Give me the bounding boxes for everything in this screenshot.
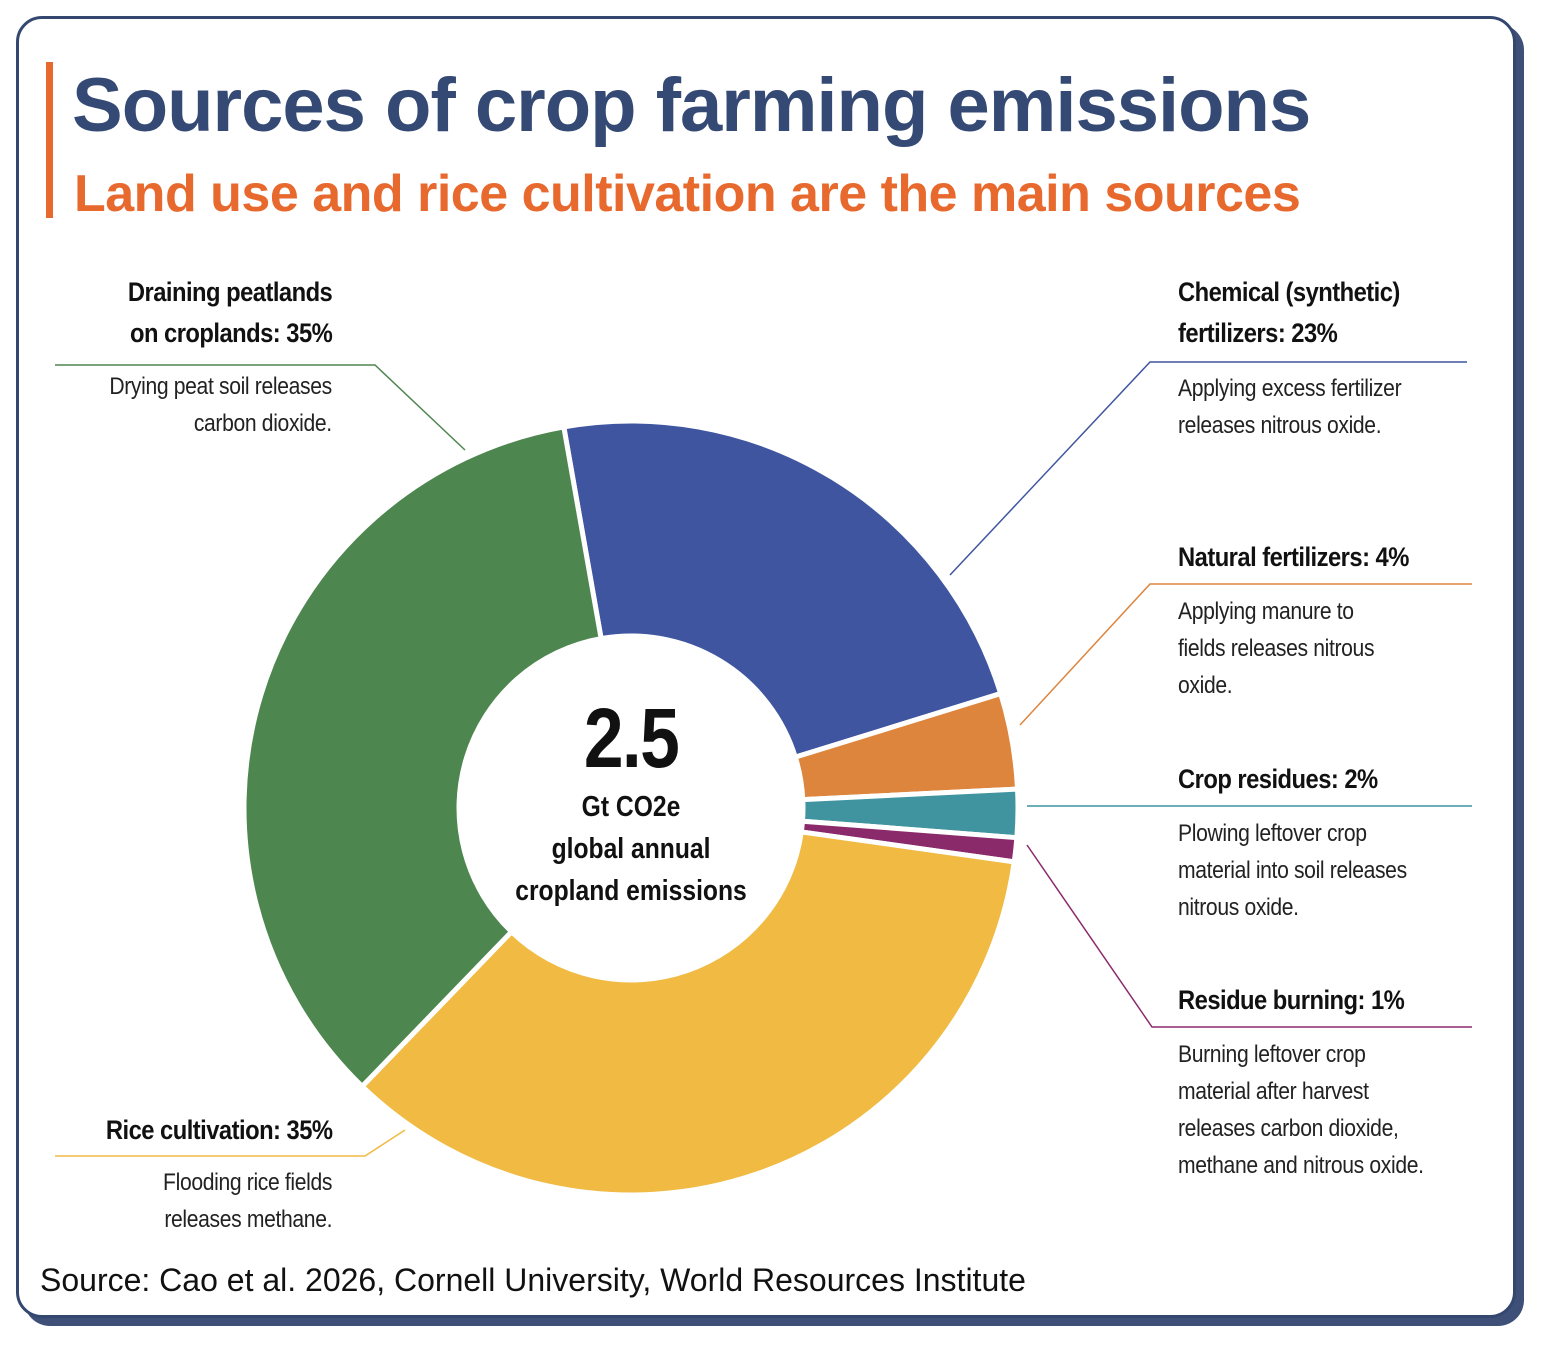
label-rice-line1: Rice cultivation: 35% <box>105 1115 332 1145</box>
total-value: 2.5 <box>583 691 680 785</box>
desc-line: fields releases nitrous <box>1178 635 1375 662</box>
label-chemical: Chemical (synthetic) fertilizers: 23% <box>1178 272 1400 354</box>
chart-title: Sources of crop farming emissions <box>72 63 1311 148</box>
desc-line: Drying peat soil releases <box>109 373 333 400</box>
leader-lines <box>55 361 1472 1157</box>
leader-line-peatlands <box>55 364 466 451</box>
label-peatlands-line1: Draining peatlands <box>127 277 333 307</box>
label-peatlands: Draining peatlands on croplands: 35% <box>127 272 333 354</box>
label-residues-line1: Crop residues: 2% <box>1178 764 1378 794</box>
leader-line-natural <box>1019 583 1472 726</box>
desc-burning: Burning leftover crop material after har… <box>1178 1036 1424 1184</box>
donut-center-total: 2.5 Gt CO2e global annual cropland emiss… <box>481 690 781 912</box>
desc-line: carbon dioxide. <box>194 410 332 437</box>
desc-line: releases nitrous oxide. <box>1178 412 1382 439</box>
donut-slice-draining-peatlands-on-croplands <box>241 424 604 1089</box>
desc-line: Burning leftover crop <box>1178 1041 1366 1068</box>
label-burning-line1: Residue burning: 1% <box>1178 985 1405 1015</box>
label-chemical-line1: Chemical (synthetic) <box>1178 277 1400 307</box>
desc-line: Flooding rice fields <box>162 1169 332 1196</box>
desc-chemical: Applying excess fertilizer releases nitr… <box>1178 370 1402 444</box>
total-caption-line2: global annual <box>551 833 711 865</box>
desc-peatlands: Drying peat soil releases carbon dioxide… <box>109 368 333 442</box>
leader-line-rice <box>55 1129 406 1157</box>
label-peatlands-line2: on croplands: 35% <box>129 318 333 348</box>
desc-line: material after harvest <box>1178 1078 1369 1105</box>
label-burning: Residue burning: 1% <box>1178 980 1405 1021</box>
leader-line-burning <box>1026 844 1472 1028</box>
total-caption-line3: cropland emissions <box>515 875 747 907</box>
label-natural: Natural fertilizers: 4% <box>1178 537 1409 578</box>
desc-line: Applying excess fertilizer <box>1178 375 1402 402</box>
label-rice: Rice cultivation: 35% <box>105 1110 332 1151</box>
label-chemical-line2: fertilizers: 23% <box>1178 318 1338 348</box>
title-accent-bar <box>46 62 53 218</box>
desc-line: releases carbon dioxide, <box>1178 1115 1399 1142</box>
desc-line: oxide. <box>1178 672 1233 699</box>
total-unit: Gt CO2e <box>581 791 681 823</box>
leader-line-chemical <box>949 361 1467 576</box>
chart-subtitle: Land use and rice cultivation are the ma… <box>74 165 1301 223</box>
label-residues: Crop residues: 2% <box>1178 759 1378 800</box>
desc-line: Plowing leftover crop <box>1178 820 1367 847</box>
donut-slice-chemical-synthetic-fertilizers <box>561 418 1004 760</box>
desc-line: releases methane. <box>164 1206 332 1233</box>
desc-natural: Applying manure to fields releases nitro… <box>1178 593 1375 704</box>
desc-line: Applying manure to <box>1178 598 1354 625</box>
desc-line: nitrous oxide. <box>1178 894 1299 921</box>
source-note: Source: Cao et al. 2026, Cornell Univers… <box>40 1262 1026 1298</box>
desc-line: methane and nitrous oxide. <box>1178 1152 1424 1179</box>
donut-slice-rice-cultivation <box>359 829 1017 1198</box>
desc-residues: Plowing leftover crop material into soil… <box>1178 815 1407 926</box>
desc-rice: Flooding rice fields releases methane. <box>163 1164 332 1238</box>
label-natural-line1: Natural fertilizers: 4% <box>1178 542 1409 572</box>
desc-line: material into soil releases <box>1178 857 1407 884</box>
